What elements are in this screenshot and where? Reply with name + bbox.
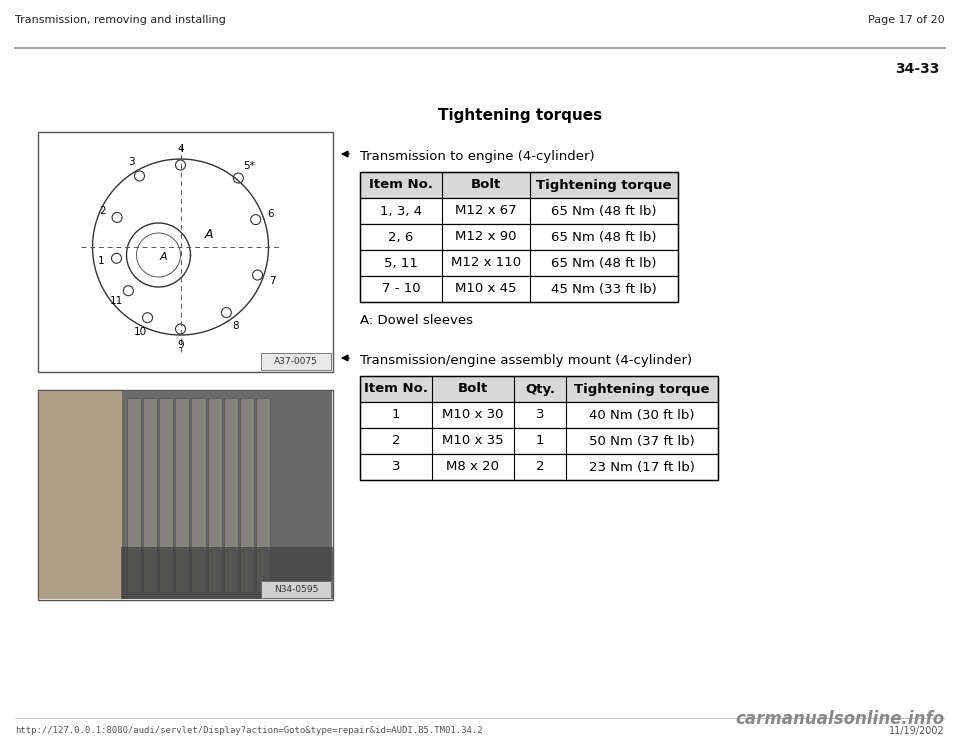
Text: 1, 3, 4: 1, 3, 4 (380, 205, 422, 217)
Bar (360, 172, 678, 302)
Text: Bolt: Bolt (458, 382, 488, 395)
Text: 8: 8 (232, 321, 239, 331)
Bar (360, 376, 718, 402)
Text: 3: 3 (392, 461, 400, 473)
Text: M10 x 45: M10 x 45 (455, 283, 516, 295)
Circle shape (251, 214, 261, 225)
Text: M12 x 110: M12 x 110 (451, 257, 521, 269)
Text: 5*: 5* (243, 161, 254, 171)
Text: 65 Nm (48 ft lb): 65 Nm (48 ft lb) (551, 205, 657, 217)
Text: 7 - 10: 7 - 10 (382, 283, 420, 295)
Text: M12 x 90: M12 x 90 (455, 231, 516, 243)
Bar (175, 398, 189, 592)
Text: Transmission, removing and installing: Transmission, removing and installing (15, 15, 226, 25)
Bar (39, 391, 332, 599)
Text: 40 Nm (30 ft lb): 40 Nm (30 ft lb) (589, 409, 695, 421)
Text: Tightening torque: Tightening torque (574, 382, 709, 395)
Circle shape (111, 253, 122, 263)
Text: 2: 2 (392, 435, 400, 447)
Bar (256, 398, 271, 592)
Text: Qty.: Qty. (525, 382, 555, 395)
Bar (360, 250, 678, 276)
Text: 2: 2 (536, 461, 544, 473)
Bar (360, 428, 718, 454)
Text: 2: 2 (99, 206, 106, 216)
Circle shape (142, 312, 153, 323)
Text: 7: 7 (269, 275, 276, 286)
Text: 10: 10 (134, 327, 147, 337)
Bar (360, 376, 718, 480)
Text: 3: 3 (129, 157, 134, 167)
Text: Tightening torques: Tightening torques (438, 108, 602, 123)
Text: M10 x 35: M10 x 35 (443, 435, 504, 447)
Circle shape (222, 307, 231, 318)
Text: A: A (159, 252, 167, 262)
Bar (360, 276, 678, 302)
Text: Bolt: Bolt (470, 179, 501, 191)
Text: 6: 6 (268, 209, 274, 219)
Text: Item No.: Item No. (364, 382, 428, 395)
Text: 65 Nm (48 ft lb): 65 Nm (48 ft lb) (551, 257, 657, 269)
Text: N34-0595: N34-0595 (274, 585, 318, 594)
Bar (261, 353, 331, 370)
Bar (39, 391, 122, 599)
Text: 1: 1 (97, 256, 104, 266)
Text: 45 Nm (33 ft lb): 45 Nm (33 ft lb) (551, 283, 657, 295)
Circle shape (252, 270, 262, 280)
Circle shape (176, 324, 185, 334)
Bar (127, 398, 141, 592)
Text: Tightening torque: Tightening torque (537, 179, 672, 191)
Bar (121, 547, 333, 599)
Circle shape (176, 160, 185, 170)
Circle shape (134, 171, 145, 181)
Text: 1: 1 (536, 435, 544, 447)
Text: 2, 6: 2, 6 (389, 231, 414, 243)
Text: A: A (204, 229, 213, 241)
Bar (261, 581, 331, 598)
Bar (240, 398, 254, 592)
Text: A: Dowel sleeves: A: Dowel sleeves (360, 314, 473, 327)
Bar (360, 172, 678, 198)
Bar (159, 398, 173, 592)
Text: 3: 3 (536, 409, 544, 421)
Text: 65 Nm (48 ft lb): 65 Nm (48 ft lb) (551, 231, 657, 243)
Text: carmanualsonline.info: carmanualsonline.info (736, 710, 945, 728)
Bar (360, 198, 678, 224)
Text: M10 x 30: M10 x 30 (443, 409, 504, 421)
Text: http://127.0.0.1:8080/audi/servlet/Display?action=Goto&type=repair&id=AUDI.B5.TM: http://127.0.0.1:8080/audi/servlet/Displ… (15, 726, 483, 735)
Text: 4: 4 (178, 144, 183, 154)
Circle shape (124, 286, 133, 296)
Text: A37-0075: A37-0075 (274, 358, 318, 367)
Text: Item No.: Item No. (369, 179, 433, 191)
Text: 5, 11: 5, 11 (384, 257, 418, 269)
Bar (224, 398, 238, 592)
Bar (38, 390, 333, 600)
Text: M8 x 20: M8 x 20 (446, 461, 499, 473)
Text: Page 17 of 20: Page 17 of 20 (869, 15, 945, 25)
Circle shape (233, 173, 243, 183)
Text: 34-33: 34-33 (896, 62, 940, 76)
Text: Transmission to engine (4-cylinder): Transmission to engine (4-cylinder) (360, 150, 594, 163)
Text: 23 Nm (17 ft lb): 23 Nm (17 ft lb) (589, 461, 695, 473)
Bar (360, 454, 718, 480)
Circle shape (112, 212, 122, 223)
Text: 1: 1 (392, 409, 400, 421)
Bar (360, 224, 678, 250)
Text: 11: 11 (109, 296, 123, 306)
Text: 9: 9 (178, 340, 183, 350)
Bar (191, 398, 205, 592)
Bar (143, 398, 156, 592)
Bar (207, 398, 222, 592)
Text: M12 x 67: M12 x 67 (455, 205, 516, 217)
Text: 11/19/2002: 11/19/2002 (889, 726, 945, 736)
Bar (38, 132, 333, 372)
Text: 50 Nm (37 ft lb): 50 Nm (37 ft lb) (589, 435, 695, 447)
Text: Transmission/engine assembly mount (4-cylinder): Transmission/engine assembly mount (4-cy… (360, 354, 692, 367)
Bar (360, 402, 718, 428)
